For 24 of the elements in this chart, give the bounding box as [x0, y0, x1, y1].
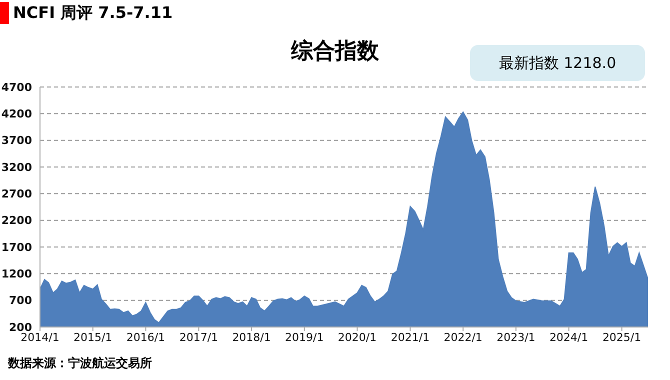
- x-tick-label: 2023/1: [496, 330, 536, 344]
- chart-subtitle: NCFI 周评 7.5-7.11: [13, 2, 173, 24]
- x-tick-label: 2025/1: [602, 330, 642, 344]
- x-tick-label: 2018/1: [232, 330, 271, 344]
- y-tick-label: 2200: [1, 214, 32, 228]
- y-tick-label: 1700: [1, 240, 32, 254]
- x-tick-label: 2021/1: [390, 330, 430, 344]
- y-tick-label: 4200: [1, 108, 32, 121]
- x-tick-label: 2024/1: [549, 330, 588, 344]
- x-tick-label: 2017/1: [179, 330, 218, 344]
- x-tick-label: 2022/1: [444, 330, 482, 344]
- y-tick-label: 2700: [1, 188, 32, 201]
- y-tick-label: 3700: [1, 134, 32, 148]
- x-tick-label: 2016/1: [126, 330, 166, 344]
- x-tick-label: 2020/1: [338, 330, 377, 344]
- y-tick-label: 4700: [1, 80, 32, 94]
- y-tick-label: 1200: [1, 268, 32, 281]
- x-tick-label: 2019/1: [285, 330, 324, 344]
- y-tick-label: 3200: [1, 160, 32, 174]
- y-tick-label: 700: [9, 294, 32, 308]
- chart-title: 综合指数: [291, 39, 379, 64]
- x-tick-label: 2015/1: [74, 330, 112, 344]
- speech-bubble: 最新指数 1218.0: [470, 45, 645, 81]
- source-note: 数据来源：宁波航运交易所: [8, 355, 152, 372]
